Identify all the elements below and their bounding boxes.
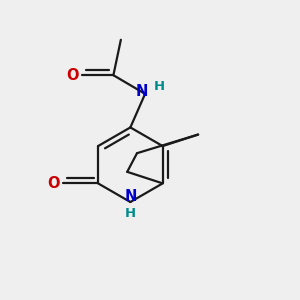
- Text: N: N: [124, 189, 136, 204]
- Text: H: H: [125, 207, 136, 220]
- Text: O: O: [67, 68, 79, 83]
- Text: H: H: [153, 80, 164, 94]
- Text: N: N: [136, 84, 148, 99]
- Text: O: O: [48, 176, 60, 191]
